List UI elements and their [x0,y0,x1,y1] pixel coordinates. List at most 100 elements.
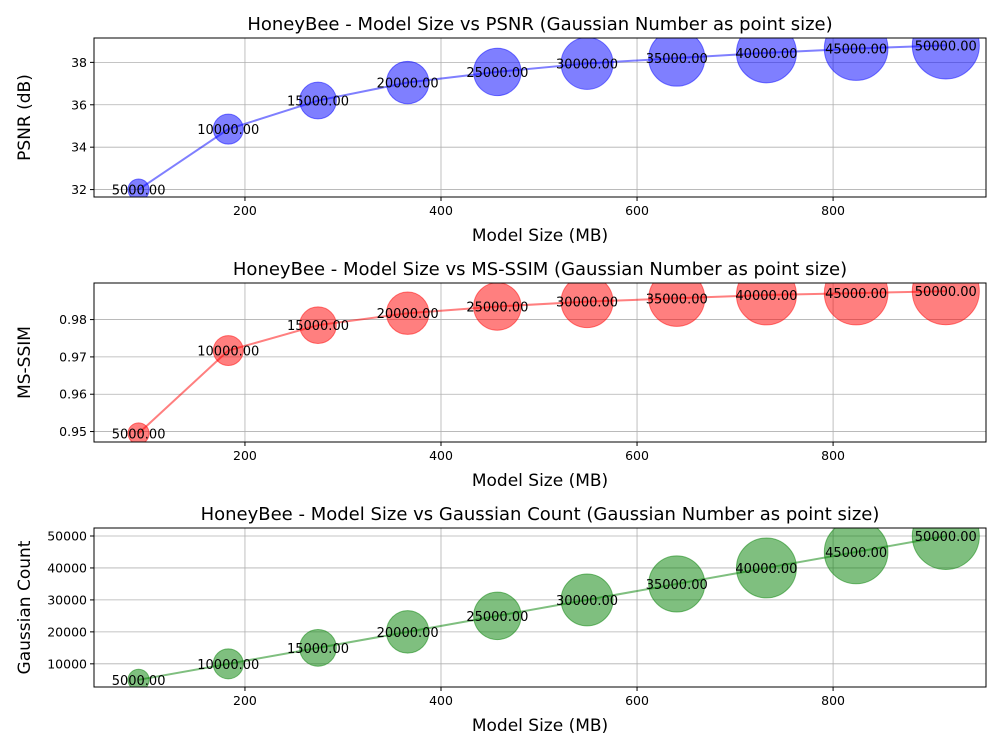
data-point [911,528,980,570]
y-axis-label: PSNR (dB) [15,74,35,161]
data-point [127,178,150,197]
y-axis-label: MS-SSIM [15,326,35,399]
point-label: 5000.00 [112,427,166,442]
data-point [735,283,797,326]
data-point [911,283,980,326]
y-tick-label: 20000 [47,624,87,639]
chart-panel-3: 5000.00 10000.00 15000.00 20000.00 25000.00 3… [15,504,987,736]
point-label: 15000.00 [287,95,349,110]
data-point [212,335,244,367]
x-tick-label: 600 [625,693,649,708]
x-tick-label: 400 [429,448,453,463]
data-point [212,648,244,680]
x-tick-label: 600 [625,203,649,218]
point-label: 45000.00 [825,43,887,58]
data-point [560,573,614,627]
point-label: 25000.00 [466,301,528,316]
point-label: 40000.00 [735,562,797,577]
point-label: 20000.00 [377,307,439,322]
y-tick-label: 0.98 [59,312,87,327]
data-point [823,283,889,326]
y-tick-label: 30000 [47,592,87,607]
data-point [560,38,614,90]
data-point [560,283,614,329]
series-line [137,290,946,435]
data-point [648,283,706,327]
data-point [385,291,430,335]
point-label: 30000.00 [556,57,618,72]
point-label: 20000.00 [377,626,439,641]
chart-title: HoneyBee - Model Size vs MS-SSIM (Gaussi… [233,259,847,280]
chart-panel-1: 5000.00 10000.00 15000.00 20000.00 25000.00 3… [15,14,987,246]
data-point [385,60,430,105]
point-label: 45000.00 [825,287,887,302]
chart-panel-2: 5000.00 10000.00 15000.00 20000.00 25000.00 3… [15,259,987,491]
point-label: 50000.00 [915,530,977,545]
x-tick-label: 400 [429,203,453,218]
y-tick-label: 10000 [47,656,87,671]
point-label: 30000.00 [556,594,618,609]
chart-title: HoneyBee - Model Size vs PSNR (Gaussian … [247,14,832,35]
point-label: 45000.00 [825,546,887,561]
data-point [299,306,337,345]
data-point [127,422,150,442]
x-tick-label: 800 [821,203,845,218]
x-tick-label: 400 [429,693,453,708]
point-label: 5000.00 [112,674,166,689]
point-label: 10000.00 [197,658,259,673]
point-label: 5000.00 [112,184,166,199]
data-point [473,47,522,97]
axes-frame [93,527,987,688]
point-label: 20000.00 [377,77,439,92]
data-point [648,555,706,613]
x-axis-label: Model Size (MB) [472,471,608,491]
x-axis-label: Model Size (MB) [472,226,608,246]
x-tick-label: 200 [233,203,257,218]
data-point [127,668,150,687]
point-label: 35000.00 [646,292,708,307]
axes-frame [93,37,987,198]
y-tick-label: 36 [71,97,87,112]
series-line [138,535,946,681]
data-point [823,38,889,81]
data-point [911,38,980,80]
x-axis-label: Model Size (MB) [472,716,608,736]
y-tick-label: 38 [71,55,87,70]
point-label: 35000.00 [646,578,708,593]
y-axis-label: Gaussian Count [15,540,35,674]
data-point [299,81,337,120]
point-label: 10000.00 [197,345,259,360]
point-label: 40000.00 [735,289,797,304]
data-point [735,537,797,599]
series-line [138,44,946,191]
y-tick-label: 0.96 [59,387,87,402]
point-label: 25000.00 [466,610,528,625]
data-point [212,113,244,145]
data-point [473,283,522,331]
x-tick-label: 600 [625,448,649,463]
x-tick-label: 800 [821,693,845,708]
data-point [735,38,797,84]
point-label: 25000.00 [466,66,528,81]
point-label: 10000.00 [197,123,259,138]
y-tick-label: 50000 [47,528,87,543]
x-tick-label: 200 [233,448,257,463]
point-label: 15000.00 [287,642,349,657]
y-tick-label: 40000 [47,560,87,575]
data-point [648,38,706,87]
point-label: 40000.00 [735,47,797,62]
data-point [823,528,889,585]
data-point [473,591,522,641]
point-label: 30000.00 [556,296,618,311]
y-tick-label: 0.95 [59,424,87,439]
chart-title: HoneyBee - Model Size vs Gaussian Count … [201,504,880,525]
y-tick-label: 34 [71,140,87,155]
data-point [385,610,430,654]
point-label: 35000.00 [646,52,708,67]
x-tick-label: 800 [821,448,845,463]
axes-frame [93,282,987,443]
point-label: 50000.00 [915,285,977,300]
y-tick-label: 0.97 [59,349,87,364]
y-tick-label: 32 [71,182,87,197]
